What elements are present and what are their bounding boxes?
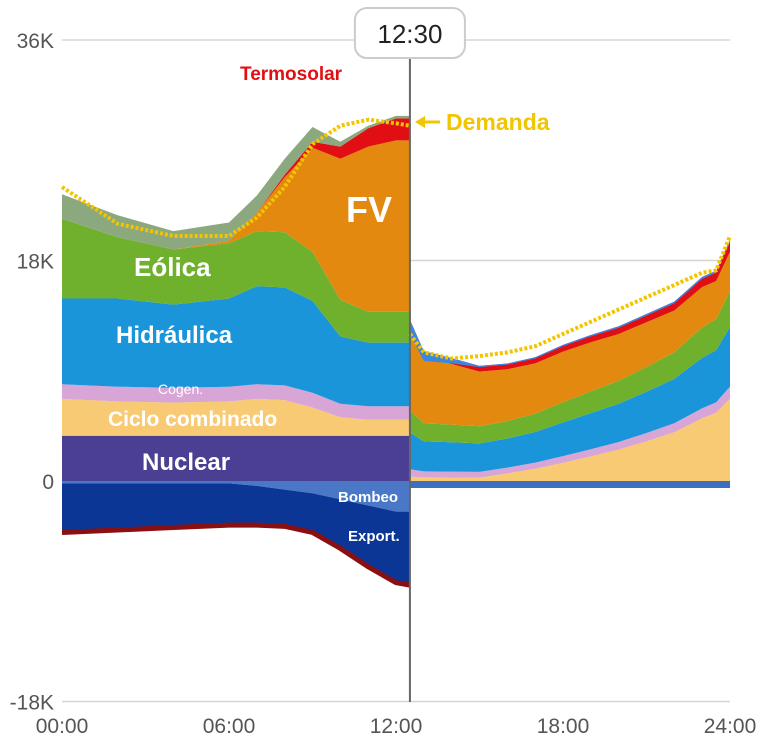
label-nuclear: Nuclear	[142, 449, 230, 476]
time-cursor-badge[interactable]: 12:30	[353, 7, 466, 59]
demand-line	[60, 117, 411, 238]
x-tick-label: 12:00	[370, 715, 423, 738]
y-axis-labels: 36K 18K 0 -18K	[10, 30, 54, 715]
demand-arrow-icon	[415, 116, 440, 128]
area-e-lica	[62, 218, 410, 343]
stacked-generation-before-cursor	[62, 115, 410, 481]
y-tick-label: 0	[42, 471, 54, 494]
label-eolica: Eólica	[134, 252, 211, 282]
area-hidr-ulica	[62, 286, 410, 407]
label-export: Export.	[348, 528, 400, 545]
forecast-layer	[409, 291, 730, 444]
time-cursor-label: 12:30	[377, 19, 442, 49]
negative-flows	[61, 481, 411, 588]
area-fv	[62, 140, 410, 312]
area-other	[62, 115, 410, 250]
forecast-layer	[409, 386, 730, 478]
demand-line-forecast	[408, 235, 732, 361]
area-bombeo	[62, 481, 410, 512]
x-tick-label: 06:00	[203, 715, 256, 738]
area-nuclear	[62, 435, 410, 481]
label-bombeo: Bombeo	[338, 489, 398, 506]
x-tick-label: 24:00	[704, 715, 757, 738]
forecast-layer	[409, 251, 730, 427]
area-export-	[62, 483, 410, 586]
forecast-layer	[409, 398, 730, 481]
forecast-layer	[409, 326, 730, 472]
area-ciclo-combinado	[62, 398, 410, 436]
area-termosolar	[62, 118, 410, 250]
y-tick-label: -18K	[10, 692, 54, 715]
y-tick-label: 18K	[17, 251, 54, 274]
y-tick-label: 36K	[17, 30, 54, 53]
label-hidraulica: Hidráulica	[116, 322, 233, 349]
label-termosolar: Termosolar	[240, 64, 343, 85]
export-edge	[61, 522, 411, 588]
area-cogen-	[62, 384, 410, 420]
label-fv: FV	[346, 189, 392, 230]
x-axis-labels: 00:00 06:00 12:00 18:00 24:00	[36, 715, 757, 738]
label-demanda: Demanda	[446, 109, 550, 135]
label-cogen: Cogen.	[158, 381, 203, 397]
label-ciclo-combinado: Ciclo combinado	[108, 408, 277, 431]
forecast-pumping	[409, 481, 730, 488]
stacked-generation-after-cursor	[409, 239, 730, 488]
x-tick-label: 18:00	[537, 715, 590, 738]
x-tick-label: 00:00	[36, 715, 89, 738]
